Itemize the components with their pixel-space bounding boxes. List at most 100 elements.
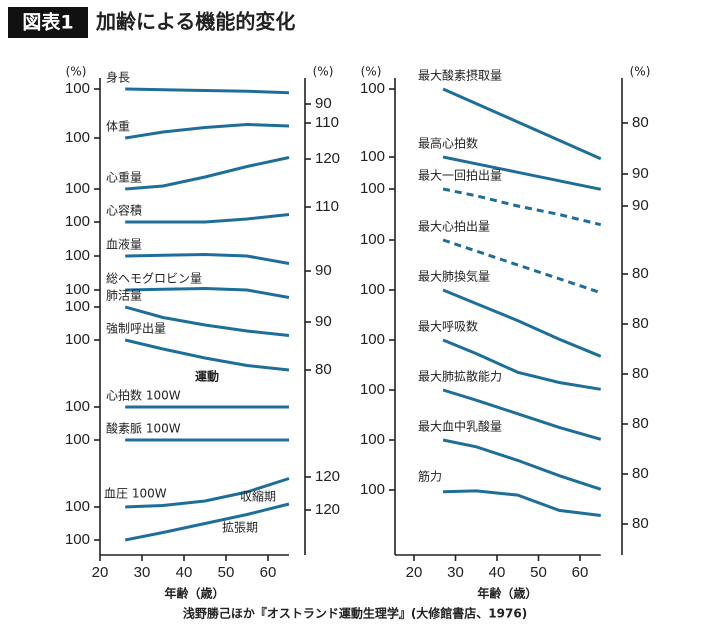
series-label: 最高心拍数 xyxy=(418,136,478,151)
series-line xyxy=(442,187,602,227)
series-label: 心拍数 100W xyxy=(106,388,181,403)
title: 加齢による機能的変化 xyxy=(95,10,295,34)
series-line xyxy=(443,489,601,517)
y-tick-label: 100 xyxy=(360,148,385,165)
series-line xyxy=(124,122,290,140)
series-label: 収縮期 xyxy=(240,489,276,504)
series-line xyxy=(442,438,602,491)
series-label: 最大一回拍出量 xyxy=(418,168,502,183)
series-line xyxy=(442,238,602,295)
series-label: 体重 xyxy=(106,120,130,134)
y-unit: (%) xyxy=(66,65,87,79)
y-tick-label: 100 xyxy=(65,80,90,97)
series-label: 筋力 xyxy=(418,469,442,484)
x-axis-label: 年齢（歳） xyxy=(477,586,537,601)
y-tick-label: 100 xyxy=(65,431,90,448)
y2-tick-label: 120 xyxy=(315,501,340,518)
badge-box xyxy=(8,7,88,38)
y2-tick-label: 80 xyxy=(632,114,649,131)
x-tick-label: 60 xyxy=(260,564,277,581)
series-line xyxy=(125,87,290,95)
y-tick-label: 100 xyxy=(65,331,90,348)
y-tick-label: 100 xyxy=(360,381,385,398)
series-label: 最大血中乳酸量 xyxy=(418,419,502,434)
y2-unit: (%) xyxy=(630,65,651,79)
series-label: 拡張期 xyxy=(222,521,258,535)
y-tick-label: 100 xyxy=(65,180,90,197)
series-line xyxy=(125,252,290,265)
x-tick-label: 20 xyxy=(92,564,109,581)
annotation: 血圧 100W xyxy=(104,487,167,501)
y-tick-label: 100 xyxy=(65,398,90,415)
y2-tick-label: 110 xyxy=(315,198,339,215)
series-label: 心容積 xyxy=(106,203,142,218)
series-line xyxy=(125,156,290,191)
y2-tick-label: 80 xyxy=(632,265,649,282)
y-unit: (%) xyxy=(361,65,382,79)
series-label: 肺活量 xyxy=(106,289,142,303)
series-label: 最大呼吸数 xyxy=(418,319,478,334)
y2-tick-label: 110 xyxy=(315,114,339,131)
y2-tick-label: 120 xyxy=(315,468,340,485)
y2-tick-label: 90 xyxy=(632,197,649,214)
y-tick-label: 100 xyxy=(360,80,385,97)
series-label: 血液量 xyxy=(106,237,142,252)
y2-unit: (%) xyxy=(313,65,334,79)
y2-tick-label: 80 xyxy=(632,415,649,432)
y-tick-label: 100 xyxy=(65,213,90,230)
y-tick-label: 100 xyxy=(360,231,385,248)
series-line xyxy=(125,477,290,509)
series-line xyxy=(442,388,602,441)
y2-tick-label: 120 xyxy=(315,150,340,167)
y-tick-label: 100 xyxy=(65,129,90,146)
series-label: 酸素脈 100W xyxy=(106,421,181,436)
y-tick-label: 100 xyxy=(360,180,385,197)
series-line xyxy=(442,155,602,191)
series-label: 身長 xyxy=(106,70,130,85)
series-label: 心重量 xyxy=(106,171,142,185)
x-tick-label: 60 xyxy=(572,564,589,581)
y2-tick-label: 90 xyxy=(315,262,332,279)
series-line xyxy=(124,305,290,337)
series-label: 最大肺換気量 xyxy=(418,269,490,284)
x-tick-label: 50 xyxy=(218,564,235,581)
y-tick-label: 100 xyxy=(65,498,90,515)
series-label: 総ヘモグロビン量 xyxy=(106,272,202,286)
source: 浅野勝己ほか『オストランド運動生理学』(大修館書店、1976) xyxy=(183,606,527,621)
y-tick-label: 100 xyxy=(360,431,385,448)
series-line xyxy=(442,288,602,358)
x-tick-label: 40 xyxy=(489,564,506,581)
series-label: 最大心拍出量 xyxy=(418,219,490,234)
x-tick-label: 30 xyxy=(134,564,151,581)
series-label: 最大肺拡散能力 xyxy=(418,369,502,384)
series-line xyxy=(442,338,601,391)
series-line xyxy=(125,213,290,224)
y-tick-label: 100 xyxy=(65,247,90,264)
series-label: 強制呼出量 xyxy=(106,322,166,336)
y-tick-label: 100 xyxy=(360,331,385,348)
annotation: 運動 xyxy=(195,369,219,384)
badge: 図表1 xyxy=(22,11,73,34)
y-tick-label: 100 xyxy=(65,298,90,315)
series-line xyxy=(124,502,290,542)
x-axis-label: 年齢（歳） xyxy=(164,586,224,601)
y-tick-label: 100 xyxy=(360,481,385,498)
series-line xyxy=(442,87,602,161)
series-line xyxy=(125,286,290,299)
y2-tick-label: 80 xyxy=(632,515,649,532)
y2-tick-label: 90 xyxy=(315,313,332,330)
x-tick-label: 30 xyxy=(447,564,464,581)
series-label: 最大酸素摂取量 xyxy=(418,68,502,83)
x-tick-label: 40 xyxy=(176,564,193,581)
y2-tick-label: 90 xyxy=(632,165,649,182)
y-tick-label: 100 xyxy=(65,531,90,548)
y2-tick-label: 90 xyxy=(315,95,332,112)
y2-tick-label: 80 xyxy=(632,315,649,332)
x-tick-label: 20 xyxy=(406,564,423,581)
y2-tick-label: 80 xyxy=(632,365,649,382)
y2-tick-label: 80 xyxy=(315,361,332,378)
x-tick-label: 50 xyxy=(530,564,547,581)
y-tick-label: 100 xyxy=(360,281,385,298)
series-line xyxy=(124,338,290,372)
